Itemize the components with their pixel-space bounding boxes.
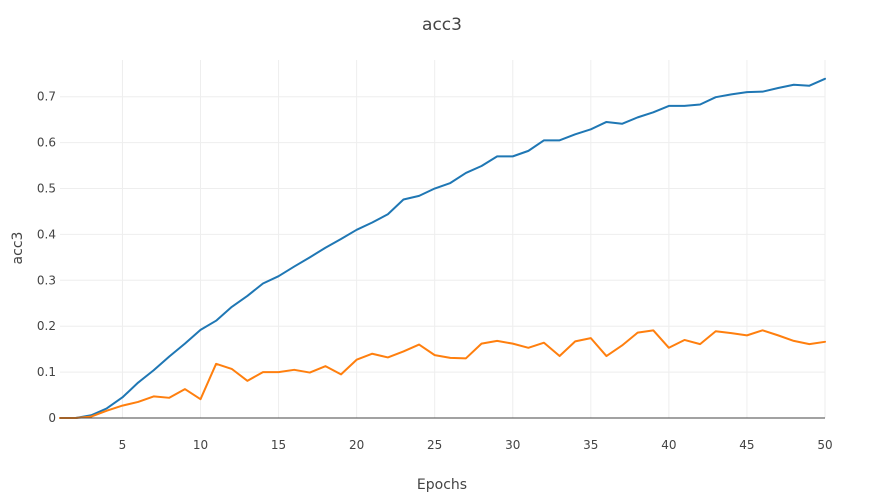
series-line-1 — [59, 77, 826, 419]
y-tick-label: 0.1 — [37, 365, 56, 379]
series-line-2 — [59, 329, 826, 419]
x-tick-label: 40 — [661, 438, 676, 452]
y-tick-label: 0.4 — [37, 227, 56, 241]
x-tick-label: 50 — [817, 438, 832, 452]
x-tick-label: 5 — [119, 438, 127, 452]
y-tick-label: 0.7 — [37, 90, 56, 104]
x-tick-label: 10 — [193, 438, 208, 452]
x-tick-label: 30 — [505, 438, 520, 452]
y-axis-ticks: 0 0.1 0.2 0.3 0.4 0.5 0.6 0.7 — [37, 90, 56, 425]
x-axis-title: Epochs — [417, 477, 467, 493]
y-tick-label: 0 — [48, 411, 56, 425]
series-layer — [59, 77, 826, 419]
grid — [60, 60, 826, 418]
y-tick-label: 0.2 — [37, 319, 56, 333]
x-tick-label: 20 — [349, 438, 364, 452]
y-tick-label: 0.5 — [37, 182, 56, 196]
y-tick-label: 0.6 — [37, 136, 56, 150]
y-tick-label: 0.3 — [37, 273, 56, 287]
y-axis-title: acc3 — [10, 232, 26, 265]
x-tick-label: 45 — [739, 438, 754, 452]
x-axis-ticks: 5 10 15 20 25 30 35 40 45 50 — [119, 438, 833, 452]
chart-title: acc3 — [422, 15, 462, 35]
x-tick-label: 35 — [583, 438, 598, 452]
x-tick-label: 15 — [271, 438, 286, 452]
x-tick-label: 25 — [427, 438, 442, 452]
